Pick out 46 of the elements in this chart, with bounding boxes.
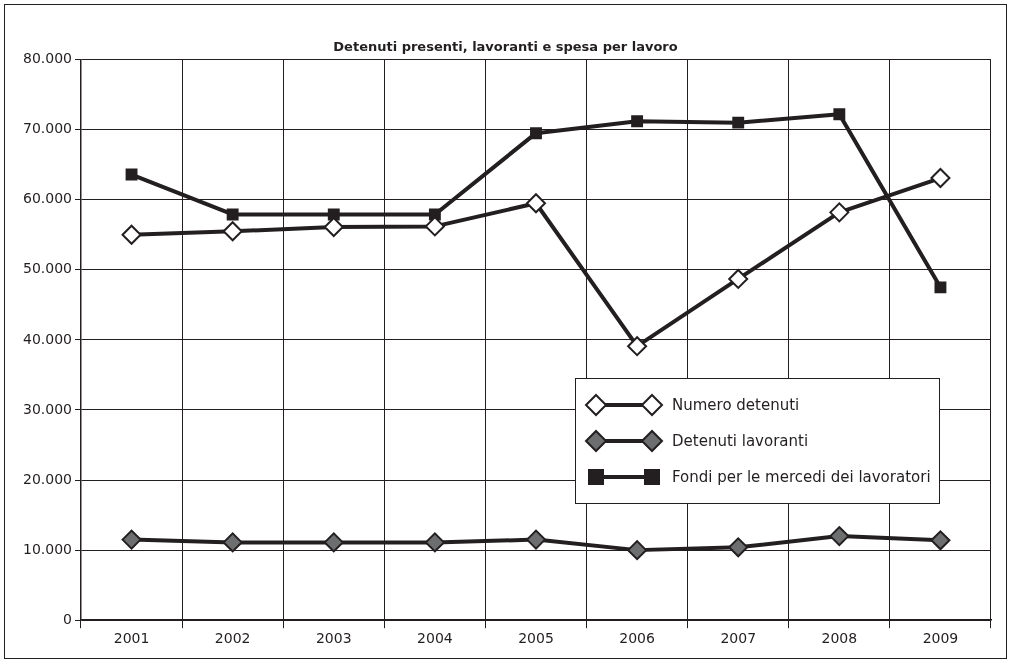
x-tick-label: 2001: [113, 630, 150, 647]
point: [930, 530, 951, 551]
point: [833, 108, 846, 121]
point: [121, 529, 142, 550]
point: [323, 532, 344, 553]
point: [222, 221, 243, 242]
point: [424, 216, 445, 237]
y-tick-label: 10.000: [22, 540, 72, 557]
y-tick-label: 20.000: [22, 470, 72, 487]
y-tick-label: 50.000: [22, 260, 72, 277]
y-tick-label: 70.000: [22, 120, 72, 137]
legend-label: Numero detenuti: [672, 396, 800, 414]
x-tick-label: 2009: [922, 630, 959, 647]
y-tick-label: 80.000: [22, 50, 72, 67]
point: [728, 268, 749, 289]
x-tick-label: 2008: [821, 630, 858, 647]
point: [627, 540, 648, 561]
point: [424, 532, 445, 553]
point: [121, 224, 142, 245]
point: [728, 537, 749, 558]
point: [934, 281, 947, 294]
legend-label: Detenuti lavoranti: [672, 432, 809, 450]
chart-title: Detenuti presenti, lavoranti e spesa per lavoro: [333, 39, 678, 55]
point: [323, 217, 344, 238]
x-tick-label: 2005: [518, 630, 554, 647]
y-tick-label: 0: [63, 610, 72, 627]
x-tick-label: 2007: [720, 630, 757, 647]
point: [732, 116, 745, 129]
x-tick-label: 2003: [315, 630, 352, 647]
y-tick-label: 60.000: [22, 190, 72, 207]
x-tick-label: 2006: [619, 630, 656, 647]
point: [222, 532, 243, 553]
point: [226, 208, 239, 221]
y-tick-label: 40.000: [22, 330, 72, 347]
legend-label: Fondi per le mercedi dei lavoratori: [672, 468, 931, 486]
point: [627, 336, 648, 357]
point: [829, 202, 850, 223]
point: [530, 127, 542, 140]
y-tick-label: 30.000: [22, 400, 72, 417]
point: [631, 115, 644, 128]
point: [930, 168, 951, 189]
x-tick-label: 2002: [214, 630, 251, 647]
point: [525, 529, 546, 550]
point: [525, 193, 546, 214]
x-tick-label: 2004: [417, 630, 453, 647]
point: [829, 526, 850, 547]
